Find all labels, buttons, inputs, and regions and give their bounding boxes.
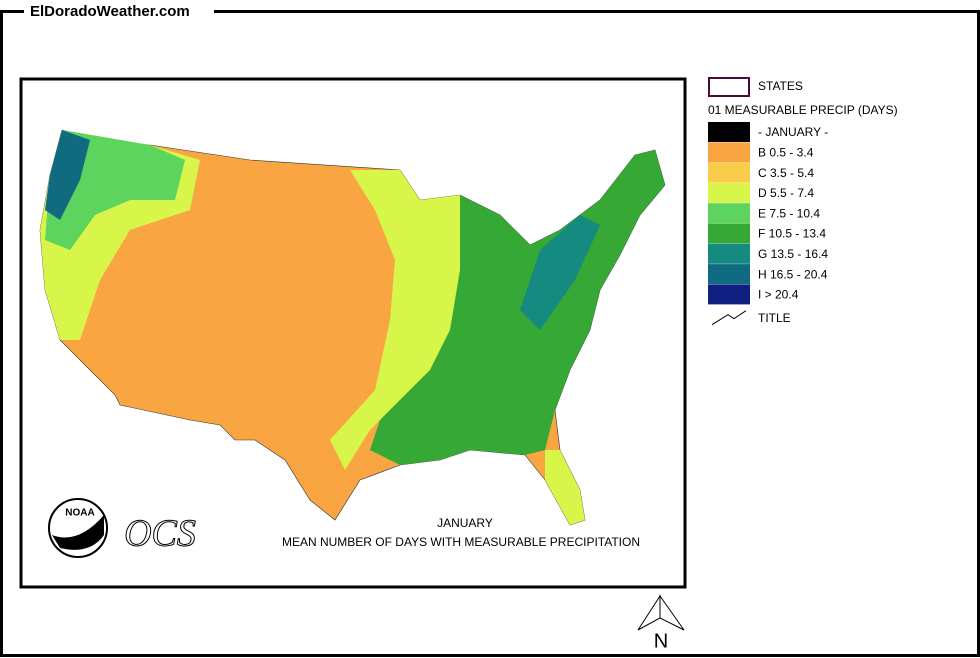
legend-swatch [708, 142, 750, 163]
title-swatch [711, 310, 747, 326]
noaa-logo: NOAA [48, 498, 108, 558]
legend-heading: 01 MEASURABLE PRECIP (DAYS) [708, 103, 898, 117]
coast-zone [45, 130, 90, 220]
legend-label: F 10.5 - 13.4 [758, 227, 826, 241]
legend-label: B 0.5 - 3.4 [758, 145, 814, 159]
states-swatch [708, 77, 750, 97]
legend-swatch [708, 243, 750, 264]
legend-label: H 16.5 - 20.4 [758, 267, 828, 281]
legend-swatch [708, 223, 750, 244]
map-panel: NOAA OCS JANUARY MEAN NUMBER OF DAYS WIT… [19, 77, 687, 589]
ocs-logo: OCS [124, 513, 196, 555]
legend-label: C 3.5 - 5.4 [758, 166, 814, 180]
legend-swatch [708, 182, 750, 203]
north-label: N [654, 630, 668, 652]
legend-title: TITLE [758, 311, 791, 325]
site-title: ElDoradoWeather.com [30, 3, 190, 20]
title-backing [10, 0, 214, 22]
logo-bird [52, 515, 104, 550]
florida-zone [545, 450, 585, 525]
caption-month: JANUARY [437, 516, 493, 530]
lakes-zone [520, 215, 600, 330]
legend-label: E 7.5 - 10.4 [758, 206, 820, 220]
midwest-zone [330, 170, 470, 470]
legend-swatch [708, 203, 750, 224]
arrow-left [637, 594, 661, 631]
legend-label: I > 20.4 [758, 288, 799, 302]
legend-label: D 5.5 - 7.4 [758, 186, 814, 200]
legend-states: STATES [758, 79, 803, 93]
caption: MEAN NUMBER OF DAYS WITH MEASURABLE PREC… [282, 535, 640, 549]
legend: STATES 01 MEASURABLE PRECIP (DAYS) - JAN… [708, 77, 898, 326]
legend-swatch [708, 122, 750, 142]
legend-swatch [708, 284, 750, 305]
outer-frame [0, 10, 980, 657]
legend-swatch [708, 264, 750, 285]
logo-text: NOAA [65, 508, 94, 519]
legend-label: - JANUARY - [758, 125, 828, 139]
arrow-right [659, 594, 685, 631]
north-arrow: N [637, 594, 685, 652]
legend-label: G 13.5 - 16.4 [758, 247, 828, 261]
legend-swatch [708, 162, 750, 183]
